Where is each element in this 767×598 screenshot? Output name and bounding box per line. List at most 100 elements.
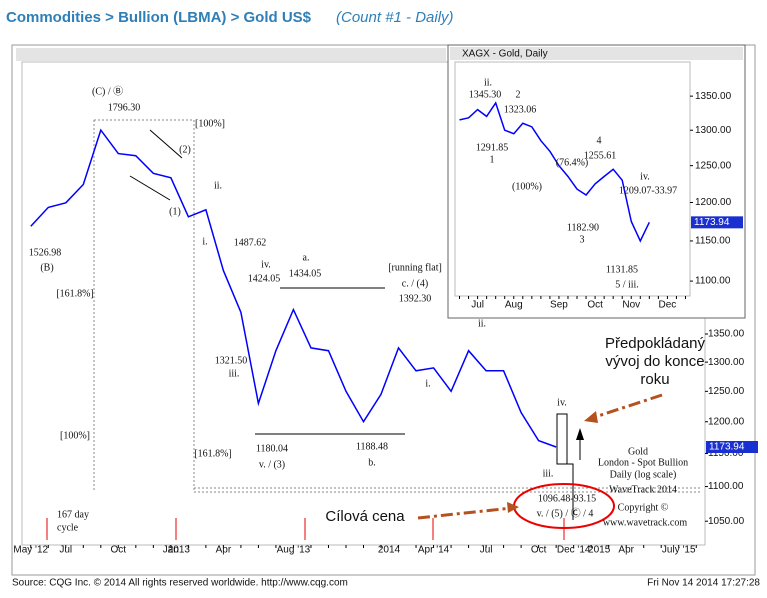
x-tick-label: Jul bbox=[471, 300, 484, 311]
annotation: 1424.05 bbox=[248, 273, 281, 284]
annotation: (100%) bbox=[512, 181, 542, 192]
annotation: c. / (4) bbox=[402, 278, 428, 289]
annotation: iv. bbox=[557, 397, 567, 408]
annotation: iv. bbox=[261, 259, 271, 270]
annotation: (B) bbox=[40, 262, 53, 273]
x-tick-label: Aug bbox=[505, 300, 523, 311]
y-tick-label: 1050.00 bbox=[708, 516, 745, 527]
annotation: 1487.62 bbox=[234, 237, 267, 248]
main-title-bar bbox=[16, 48, 446, 61]
annotation: 1321.50 bbox=[215, 355, 248, 366]
y-tick-label: 1250.00 bbox=[695, 160, 732, 171]
annotation: 1323.06 bbox=[504, 104, 537, 115]
annotation: Gold bbox=[628, 446, 648, 457]
annotation: iii. bbox=[543, 468, 554, 479]
inset-title: XAGX - Gold, Daily bbox=[462, 49, 548, 60]
year-label: 2013 bbox=[168, 545, 191, 556]
x-tick-label: Nov bbox=[622, 300, 640, 311]
annotation: 167 day bbox=[57, 509, 89, 520]
x-tick-label: Oct bbox=[111, 545, 127, 556]
y-tick-label: 1100.00 bbox=[695, 276, 731, 287]
y-tick-label: 1200.00 bbox=[708, 416, 745, 427]
annotation: 1131.85 bbox=[606, 264, 638, 275]
price-tag bbox=[706, 440, 758, 453]
annotation: 1291.85 bbox=[476, 142, 509, 153]
x-tick-label: Sep bbox=[550, 300, 568, 311]
x-tick-label: May '12 bbox=[13, 545, 48, 556]
annotation: 1209.07-33.97 bbox=[619, 185, 677, 196]
x-tick-label: Jul bbox=[59, 545, 72, 556]
header-title: Commodities > Bullion (LBMA) > Gold US$ bbox=[6, 9, 312, 26]
annotation: (C) / Ⓑ bbox=[92, 85, 123, 97]
year-label: 2015 bbox=[588, 545, 611, 556]
y-tick-label: 1100.00 bbox=[708, 481, 744, 492]
year-label: 2014 bbox=[378, 545, 401, 556]
footer-timestamp: Fri Nov 14 2014 17:27:28 bbox=[647, 578, 760, 589]
x-tick-label: Dec bbox=[659, 300, 677, 311]
price-line bbox=[459, 101, 650, 243]
annotation: 1255.61 bbox=[584, 150, 617, 161]
pointer-head bbox=[584, 411, 598, 423]
x-tick-label: Oct bbox=[587, 300, 603, 311]
footer-source: Source: CQG Inc. © 2014 All rights reser… bbox=[12, 578, 348, 589]
annotation: Copyright © bbox=[618, 502, 669, 513]
header-subtitle: (Count #1 - Daily) bbox=[336, 9, 454, 26]
annotation: Daily (log scale) bbox=[610, 469, 677, 480]
y-tick-label: 1150.00 bbox=[695, 236, 731, 247]
annotation: 1526.98 bbox=[29, 247, 62, 258]
guide bbox=[129, 175, 171, 201]
annotation: i. bbox=[425, 378, 430, 389]
annotation: 1096.48-93.15 bbox=[538, 493, 596, 504]
annotation: ii. bbox=[484, 77, 492, 88]
x-tick-label: Apr bbox=[216, 545, 232, 556]
annotation: cycle bbox=[57, 522, 79, 533]
y-tick-label: 1150.00 bbox=[708, 448, 744, 459]
y-tick-label: 1350.00 bbox=[695, 91, 732, 102]
pointer-arrow bbox=[417, 506, 513, 520]
annotation: 1188.48 bbox=[356, 441, 388, 452]
forecast-arrow-head bbox=[576, 428, 584, 440]
x-tick-label: Dec '14 bbox=[557, 545, 591, 556]
annotation: 1182.90 bbox=[567, 222, 599, 233]
x-tick-label: Jul bbox=[480, 545, 493, 556]
x-tick-label: Aug '13 bbox=[277, 545, 311, 556]
annotation: iii. bbox=[229, 368, 240, 379]
annotation: WaveTrack 2014 bbox=[609, 484, 677, 495]
y-tick-label: 1300.00 bbox=[708, 357, 745, 368]
callout: Předpokládaný bbox=[605, 335, 706, 352]
y-tick-label: 1250.00 bbox=[708, 386, 745, 397]
annotation: 1345.30 bbox=[469, 89, 502, 100]
annotation: www.wavetrack.com bbox=[603, 517, 688, 528]
annotation: iv. bbox=[640, 171, 650, 182]
annotation: 1 bbox=[490, 154, 495, 165]
price-tag-label: 1173.94 bbox=[709, 442, 745, 453]
decorations bbox=[46, 119, 700, 540]
annotation: b. bbox=[368, 457, 376, 468]
annotation: a. bbox=[303, 252, 310, 263]
x-tick-label: July '15 bbox=[662, 545, 696, 556]
forecast-path bbox=[567, 463, 574, 520]
annotation: v. / (3) bbox=[259, 459, 285, 470]
annotation: [100%] bbox=[60, 430, 90, 441]
x-tick-label: Apr '14 bbox=[418, 545, 450, 556]
annotation: 1796.30 bbox=[108, 102, 141, 113]
annotation: [running flat] bbox=[388, 262, 442, 273]
annotation: ii. bbox=[214, 180, 222, 191]
annotation: 1392.30 bbox=[399, 293, 432, 304]
annotation: i. bbox=[202, 236, 207, 247]
x-tick-label: Apr bbox=[618, 545, 634, 556]
inset-frame bbox=[447, 44, 746, 319]
annotation: [161.8%] bbox=[194, 448, 232, 459]
inset-title-bar bbox=[450, 47, 743, 60]
annotation: 4 bbox=[597, 135, 602, 146]
price-line bbox=[30, 128, 557, 448]
price-tag-label: 1173.94 bbox=[694, 217, 730, 228]
annotation: 2 bbox=[516, 89, 521, 100]
annotation: 3 bbox=[580, 234, 585, 245]
forecast-box bbox=[556, 413, 568, 465]
guide bbox=[149, 129, 183, 159]
annotation: 5 / iii. bbox=[615, 279, 639, 290]
callout: Cílová cena bbox=[325, 508, 405, 525]
callout: vývoj do konce bbox=[605, 353, 704, 370]
